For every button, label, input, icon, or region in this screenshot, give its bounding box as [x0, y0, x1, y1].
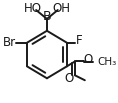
Text: HO: HO [23, 2, 42, 15]
Text: Br: Br [2, 36, 16, 49]
Text: CH₃: CH₃ [97, 57, 117, 67]
Text: F: F [76, 34, 83, 47]
Text: B: B [43, 10, 51, 23]
Text: OH: OH [52, 2, 70, 15]
Text: O: O [83, 53, 92, 66]
Text: O: O [65, 72, 74, 85]
